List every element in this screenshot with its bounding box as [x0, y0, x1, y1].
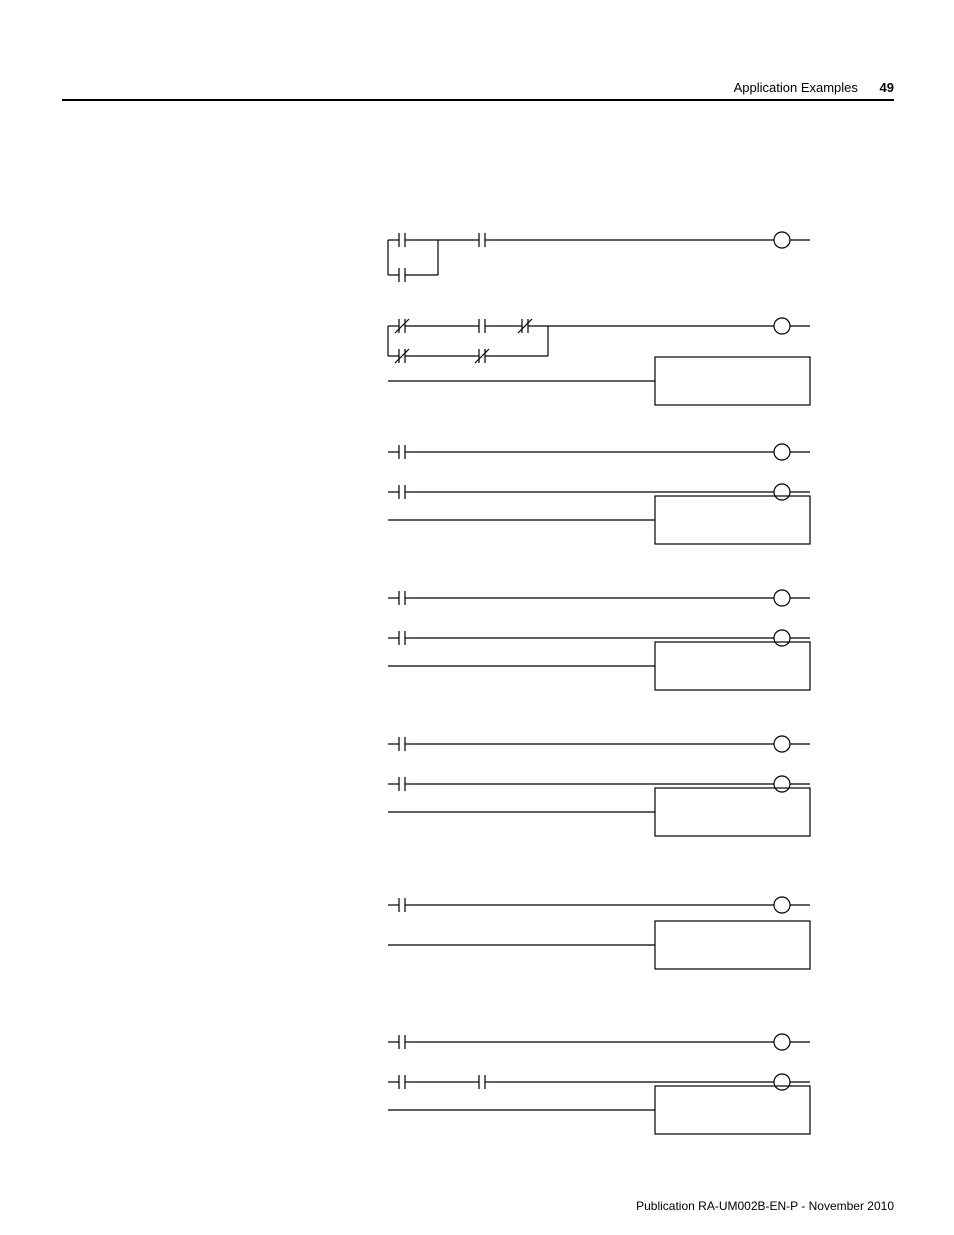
section-title: Application Examples	[734, 80, 858, 95]
page-number: 49	[880, 80, 894, 95]
header-rule	[62, 99, 894, 101]
footer-publication: Publication RA-UM002B-EN-P - November 20…	[636, 1199, 894, 1213]
ladder-diagram	[380, 220, 835, 1180]
page-header: Application Examples 49	[734, 80, 894, 95]
